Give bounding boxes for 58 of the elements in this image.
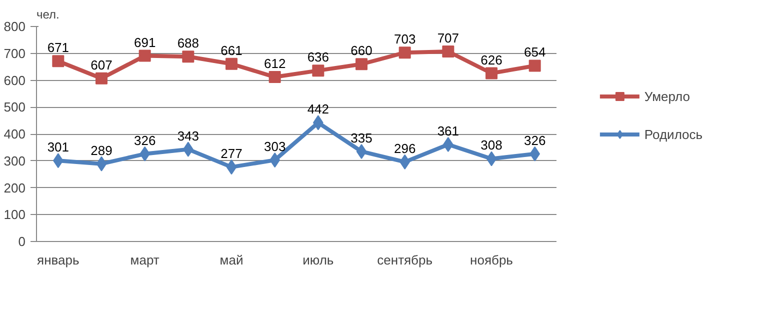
- data-label: 326: [134, 132, 156, 148]
- data-label: 612: [264, 56, 286, 72]
- x-tick-label: январь: [37, 252, 80, 268]
- point: [268, 71, 281, 84]
- data-label: 636: [307, 50, 330, 65]
- data-label: 688: [177, 36, 200, 51]
- y-tick-label: 300: [4, 153, 26, 168]
- data-label: 671: [47, 40, 70, 56]
- legend-label: Родилось: [644, 126, 703, 142]
- y-tick-label: 100: [4, 207, 26, 222]
- y-tick-label: 800: [4, 19, 26, 34]
- point: [226, 58, 238, 70]
- data-label: 303: [264, 139, 286, 154]
- point: [96, 72, 108, 84]
- x-tick-label: июль: [302, 252, 334, 268]
- y-tick-label: 600: [4, 72, 26, 88]
- point: [138, 50, 151, 62]
- data-label: 660: [350, 43, 372, 58]
- data-label: 343: [177, 128, 200, 144]
- point: [486, 151, 497, 166]
- point: [96, 156, 107, 172]
- legend-label: Умерло: [644, 88, 690, 104]
- point: [356, 58, 368, 70]
- data-label: 289: [90, 142, 112, 158]
- point: [486, 67, 498, 80]
- point: [226, 160, 237, 175]
- data-label: 277: [220, 146, 242, 162]
- point: [442, 45, 454, 58]
- y-axis-title: чел.: [36, 8, 60, 22]
- point: [356, 144, 367, 159]
- data-label: 626: [480, 52, 502, 68]
- data-label: 296: [394, 140, 416, 156]
- data-label: 361: [437, 123, 460, 138]
- y-tick-label: 200: [4, 180, 26, 196]
- data-label: 308: [480, 138, 502, 153]
- x-tick-label: март: [130, 252, 160, 268]
- data-label: 661: [220, 42, 242, 58]
- point: [52, 55, 64, 68]
- x-tick-label: ноябрь: [470, 252, 514, 268]
- x-tick-label: май: [220, 252, 244, 268]
- y-tick-label: 400: [4, 126, 26, 142]
- data-label: 691: [134, 34, 156, 50]
- y-tick-label: 500: [4, 100, 26, 115]
- data-label: 301: [47, 140, 70, 155]
- data-label: 442: [307, 102, 330, 117]
- y-tick-label: 700: [4, 46, 26, 61]
- data-label: 703: [394, 32, 416, 47]
- point: [182, 50, 194, 63]
- data-label: 707: [437, 30, 460, 46]
- point: [398, 46, 411, 59]
- data-label: 326: [524, 132, 546, 148]
- data-label: 654: [524, 44, 546, 60]
- point: [528, 60, 541, 72]
- x-tick-label: сентябрь: [377, 252, 433, 268]
- y-tick-label: 0: [18, 234, 26, 249]
- data-label: 607: [90, 57, 112, 72]
- data-label: 335: [350, 130, 372, 146]
- point: [312, 64, 324, 77]
